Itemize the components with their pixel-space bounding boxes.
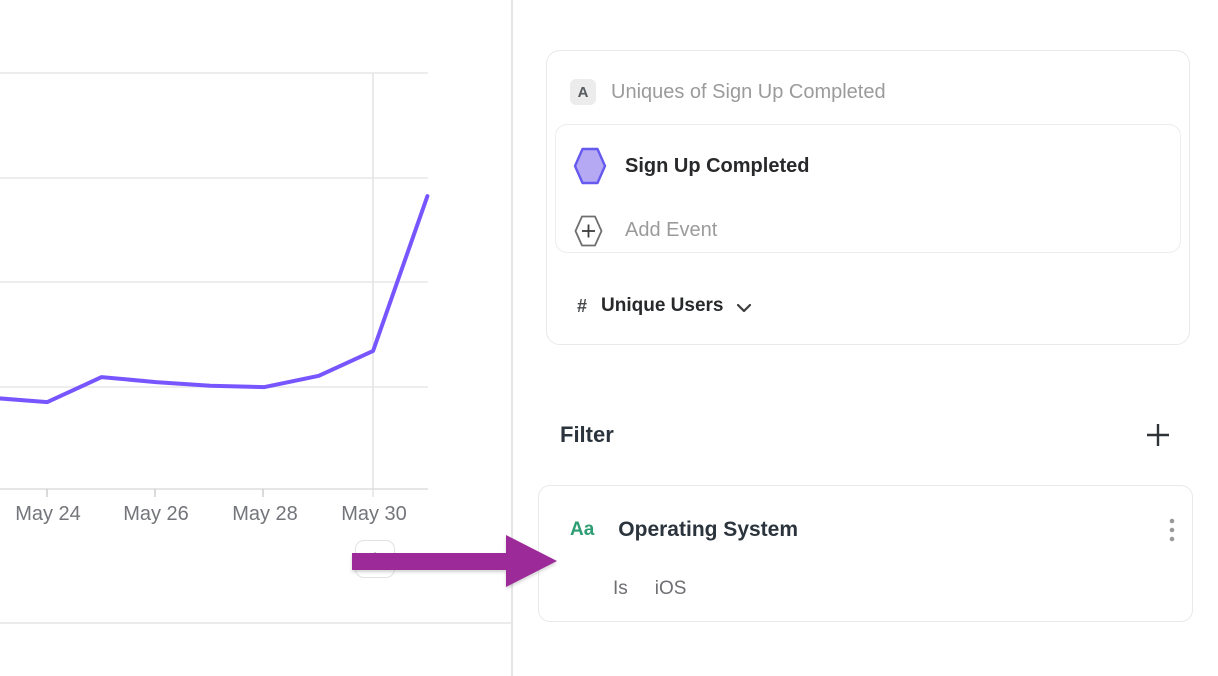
filter-clause-row[interactable]: Is iOS [613, 577, 686, 601]
metric-letter-badge: A [570, 79, 596, 105]
chart-pane-bottom-border [0, 622, 511, 624]
hexagon-icon [573, 147, 607, 185]
event-label: Sign Up Completed [625, 154, 810, 177]
kebab-menu-icon[interactable] [1168, 514, 1176, 546]
event-list-card [555, 124, 1181, 253]
filter-section-header: Filter [560, 420, 1170, 450]
x-tick-label: May 26 [123, 503, 189, 525]
pane-divider [511, 0, 513, 676]
chevron-down-icon [736, 303, 751, 312]
event-row[interactable]: Sign Up Completed [573, 147, 809, 185]
pagination-page-button[interactable]: 1 [355, 540, 395, 578]
x-tick-label: May 30 [341, 503, 407, 525]
metric-letter: A [577, 83, 589, 101]
hexagon-plus-icon [574, 215, 603, 246]
filter-value: iOS [654, 578, 687, 599]
filter-section-title: Filter [560, 422, 614, 447]
number-symbol: # [577, 295, 588, 316]
plus-icon [1147, 424, 1169, 446]
filter-operator: Is [613, 578, 628, 599]
pagination-page-number: 1 [370, 549, 380, 568]
chart-gridlines [0, 72, 428, 388]
aggregation-dropdown[interactable]: # Unique Users [577, 293, 752, 319]
filter-property-row[interactable]: Aa Operating System [570, 514, 1176, 546]
x-axis-ticks [46, 489, 264, 497]
add-event-label: Add Event [625, 219, 718, 241]
aggregation-label: Unique Users [601, 295, 724, 316]
add-filter-button[interactable] [1146, 423, 1170, 447]
filter-card[interactable] [538, 485, 1193, 622]
chart-line [0, 194, 430, 405]
x-tick-label: May 24 [15, 503, 81, 525]
filter-property-name: Operating System [618, 518, 799, 541]
x-tick-label: May 28 [232, 503, 298, 525]
metric-label: Uniques of Sign Up Completed [611, 80, 886, 103]
string-type-badge: Aa [570, 519, 595, 540]
add-event-button[interactable]: Add Event [574, 215, 717, 246]
line-chart [0, 72, 430, 497]
metric-row[interactable]: A Uniques of Sign Up Completed [570, 79, 886, 105]
